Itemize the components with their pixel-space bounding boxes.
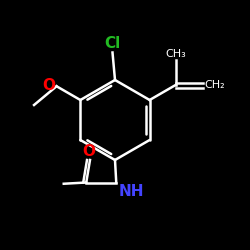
Text: CH₃: CH₃ [165, 49, 186, 59]
Text: O: O [42, 78, 55, 93]
Text: Cl: Cl [104, 36, 120, 51]
Text: CH₂: CH₂ [204, 80, 225, 90]
Text: NH: NH [119, 184, 144, 199]
Text: O: O [82, 144, 95, 159]
